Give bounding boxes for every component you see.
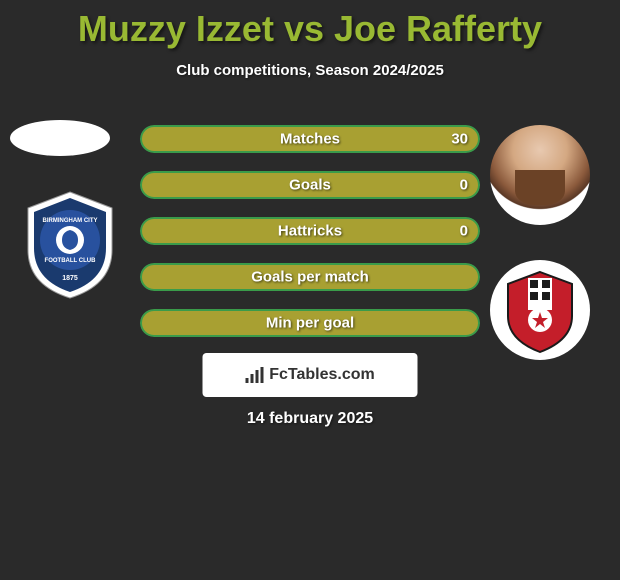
stat-label: Min per goal (140, 315, 480, 332)
stat-bar-goals: Goals 0 (140, 171, 480, 199)
stat-value-right: 0 (460, 177, 468, 194)
club2-badge (490, 260, 590, 360)
svg-text:FOOTBALL CLUB: FOOTBALL CLUB (45, 258, 97, 264)
footer-brand-badge: FcTables.com (203, 353, 418, 397)
stat-bar-gpm: Goals per match (140, 263, 480, 291)
stats-bars: Matches 30 Goals 0 Hattricks 0 Goals per… (140, 125, 480, 355)
rotherham-badge-svg (490, 260, 590, 360)
stat-bar-matches: Matches 30 (140, 125, 480, 153)
bars-icon (245, 367, 263, 383)
club1-badge: BIRMINGHAM CITY FOOTBALL CLUB 1875 (20, 190, 120, 300)
stat-label: Hattricks (140, 223, 480, 240)
stat-bar-mpg: Min per goal (140, 309, 480, 337)
stat-value-right: 30 (451, 131, 468, 148)
comparison-subtitle: Club competitions, Season 2024/2025 (0, 62, 620, 79)
stat-bar-hattricks: Hattricks 0 (140, 217, 480, 245)
stat-label: Matches (140, 131, 480, 148)
snapshot-date: 14 february 2025 (0, 410, 620, 428)
footer-brand-text: FcTables.com (269, 366, 375, 384)
birmingham-badge-svg: BIRMINGHAM CITY FOOTBALL CLUB 1875 (20, 190, 120, 300)
player1-photo (10, 120, 110, 156)
svg-text:1875: 1875 (62, 275, 78, 282)
comparison-title: Muzzy Izzet vs Joe Rafferty (0, 0, 620, 50)
player2-photo (490, 125, 590, 225)
stat-label: Goals per match (140, 269, 480, 286)
svg-text:BIRMINGHAM CITY: BIRMINGHAM CITY (43, 218, 98, 224)
stat-label: Goals (140, 177, 480, 194)
stat-value-right: 0 (460, 223, 468, 240)
